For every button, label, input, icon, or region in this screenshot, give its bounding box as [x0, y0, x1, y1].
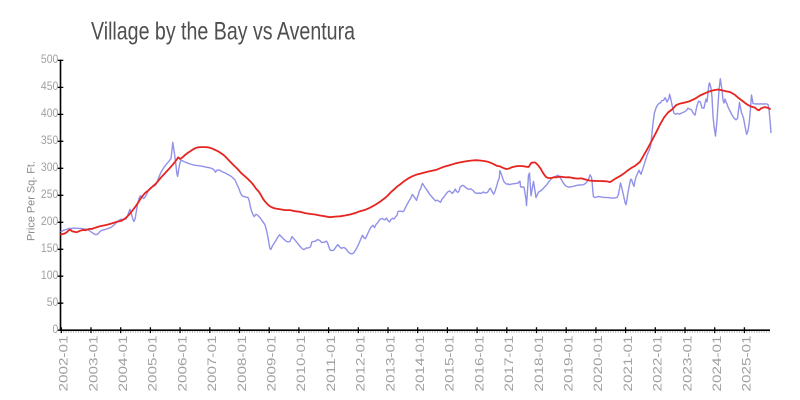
svg-text:2018-01: 2018-01: [532, 335, 546, 391]
svg-text:2009-01: 2009-01: [265, 335, 279, 391]
svg-text:2023-01: 2023-01: [680, 335, 694, 391]
svg-text:2008-01: 2008-01: [235, 335, 249, 391]
svg-text:Price Per Sq. Ft.: Price Per Sq. Ft.: [26, 161, 38, 241]
svg-text:500: 500: [41, 52, 59, 66]
svg-text:300: 300: [41, 160, 59, 174]
svg-text:200: 200: [41, 214, 59, 228]
svg-text:2014-01: 2014-01: [413, 335, 427, 391]
svg-text:2006-01: 2006-01: [175, 335, 189, 391]
svg-text:2013-01: 2013-01: [383, 335, 397, 391]
svg-text:2012-01: 2012-01: [354, 335, 368, 391]
svg-text:2007-01: 2007-01: [205, 335, 219, 391]
svg-text:250: 250: [41, 187, 59, 201]
svg-text:2022-01: 2022-01: [651, 335, 665, 391]
svg-text:2002-01: 2002-01: [57, 335, 71, 391]
svg-text:2010-01: 2010-01: [294, 335, 308, 391]
svg-text:450: 450: [41, 79, 59, 93]
svg-text:2015-01: 2015-01: [443, 335, 457, 391]
svg-text:2004-01: 2004-01: [116, 335, 130, 391]
svg-text:2024-01: 2024-01: [710, 335, 724, 391]
svg-text:400: 400: [41, 106, 59, 120]
svg-text:2017-01: 2017-01: [502, 335, 516, 391]
svg-text:2025-01: 2025-01: [740, 335, 754, 391]
svg-text:150: 150: [41, 241, 59, 255]
svg-text:2021-01: 2021-01: [621, 335, 635, 391]
svg-text:50: 50: [47, 295, 59, 309]
svg-text:2011-01: 2011-01: [324, 335, 338, 391]
svg-text:350: 350: [41, 133, 59, 147]
svg-text:100: 100: [41, 268, 59, 282]
svg-text:2020-01: 2020-01: [591, 335, 605, 391]
svg-text:0: 0: [53, 322, 59, 336]
svg-text:2019-01: 2019-01: [562, 335, 576, 391]
svg-text:2005-01: 2005-01: [146, 335, 160, 391]
svg-text:Village by the Bay vs Aventura: Village by the Bay vs Aventura: [91, 18, 355, 46]
svg-text:2003-01: 2003-01: [86, 335, 100, 391]
svg-text:2016-01: 2016-01: [472, 335, 486, 391]
